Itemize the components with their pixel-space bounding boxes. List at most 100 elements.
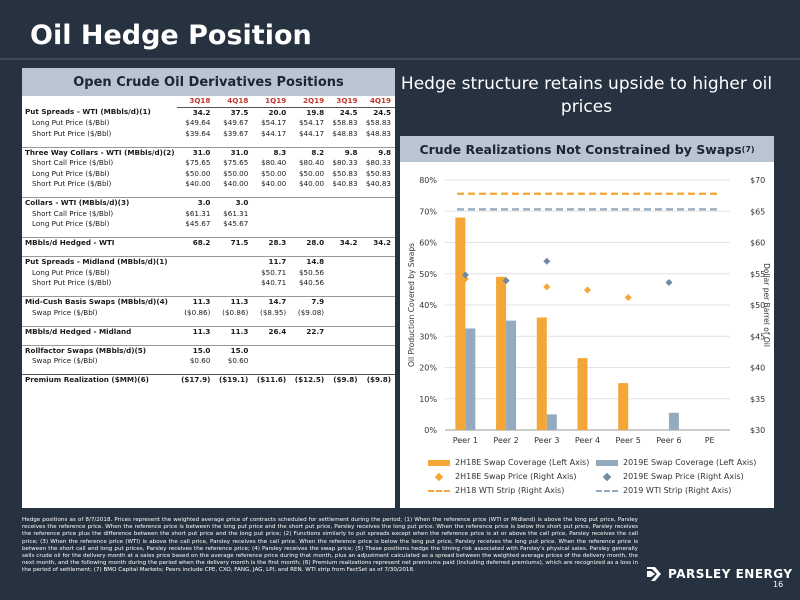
- legend-item: 2H18E Swap Price (Right Axis): [428, 472, 577, 481]
- legend-bar-swatch: [596, 459, 618, 466]
- table-cell: $40.00: [185, 179, 211, 188]
- table-cell: $40.56: [298, 278, 325, 287]
- table-cell: [361, 344, 395, 356]
- table-cell: $0.60: [227, 356, 249, 365]
- table-cell: [177, 278, 215, 289]
- table-corner: [22, 96, 177, 107]
- table-cell: 71.5: [214, 237, 253, 249]
- table-cell: [328, 325, 362, 337]
- table-cell: $80.40: [298, 158, 325, 167]
- table-cell: 11.3: [176, 296, 215, 308]
- y-right-tick-label: $70: [750, 176, 765, 185]
- table-cell: [328, 278, 361, 289]
- table-cell: 11.3: [214, 296, 253, 308]
- table-cell: 14.8: [290, 256, 329, 268]
- table-cell: [214, 256, 253, 268]
- legend-label: 2H18 WTI Strip (Right Axis): [455, 486, 565, 495]
- table-cell: $80.33: [332, 158, 358, 167]
- title-divider: [0, 58, 800, 60]
- table-cell: [176, 256, 215, 268]
- y-tick-label: 0%: [424, 426, 437, 435]
- table-cell: $40.71: [261, 278, 287, 287]
- column-header: 2Q19: [290, 96, 329, 108]
- table-cell: 20.0: [268, 107, 287, 117]
- footnote-text: Hedge positions as of 8/7/2018. Prices r…: [22, 517, 638, 574]
- spacer-cell: [22, 190, 395, 198]
- row-label: Put Spreads - Midland (MBbls/d)(1): [22, 256, 177, 268]
- table-cell: [328, 197, 362, 209]
- x-tick-label: Peer 3: [534, 436, 559, 445]
- chart-header-text: Crude Realizations Not Constrained by Sw…: [419, 141, 742, 157]
- bar: [536, 317, 547, 430]
- legend-diamond-swatch: [602, 472, 612, 481]
- table-cell: ($0.86): [184, 307, 211, 317]
- table-cell: 3.0: [214, 197, 253, 209]
- legend-label: 2019E Swap Price (Right Axis): [623, 472, 744, 481]
- table-cell: [362, 308, 395, 319]
- y-tick-label: 10%: [419, 395, 437, 404]
- bar: [455, 217, 466, 430]
- table-cell: $58.83: [365, 118, 391, 127]
- table-cell: ($12.5): [290, 374, 329, 386]
- table-cell: 34.2: [361, 237, 395, 249]
- table-cell: 34.2: [328, 237, 362, 249]
- table-spacer-row: [22, 230, 395, 238]
- table-cell: $50.71: [261, 267, 287, 277]
- table-cell: [362, 356, 395, 367]
- table-cell: ($17.9): [176, 374, 215, 386]
- row-label: Long Put Price ($/Bbl): [32, 267, 110, 277]
- y-right-axis-title: Dollar per Barrel of Oil: [762, 263, 771, 347]
- table-cell: $0.60: [189, 356, 211, 365]
- table-cell: 15.0: [176, 344, 215, 356]
- table-row: Long Put Price ($/Bbl) $45.67 $45.67: [22, 219, 395, 230]
- table-cell: $48.83: [365, 128, 391, 138]
- logo-text: PARSLEY ENERGY: [668, 567, 793, 581]
- table-cell: $49.64: [185, 118, 211, 127]
- table-cell: $44.17: [298, 128, 325, 138]
- price-marker: [624, 294, 632, 301]
- row-label: Rollfactor Swaps (MBbls/d)(5): [22, 344, 177, 356]
- table-cell: $40.83: [332, 179, 358, 188]
- row-label: Short Put Price ($/Bbl): [32, 278, 112, 287]
- table-row: Mid-Cush Basis Swaps (MBbls/d)(4) 11.3 11.…: [22, 296, 395, 308]
- table-spacer-row: [22, 337, 395, 345]
- table-spacer-row: [22, 249, 395, 257]
- row-label: Swap Price ($/Bbl): [32, 356, 98, 365]
- legend-bar-swatch: [428, 459, 450, 466]
- table-cell: 31.0: [176, 146, 215, 158]
- table-spacer-row: [22, 190, 395, 198]
- swap-coverage-chart: 0% 10% 20% 30% 40% 50% 60% 70% 80% $30 $35 $40 $45 $5…: [407, 176, 771, 445]
- table-cell: $39.67: [223, 128, 249, 138]
- table-cell: 28.3: [252, 237, 291, 249]
- row-label: Swap Price ($/Bbl): [32, 307, 98, 317]
- table-cell: 22.7: [290, 325, 329, 337]
- legend-dash-swatch: [596, 489, 618, 492]
- table-cell: $50.83: [365, 168, 391, 178]
- bar: [618, 383, 629, 430]
- table-row: Short Put Price ($/Bbl) $39.64 $39.67 $44.1…: [22, 129, 395, 140]
- table-row: Short Call Price ($/Bbl) $75.65 $75.65 $80.…: [22, 158, 395, 169]
- table-cell: [328, 296, 362, 308]
- bar: [546, 414, 557, 430]
- y-right-tick-label: $35: [750, 395, 765, 404]
- table-cell: [328, 344, 362, 356]
- y-right-tick-label: $40: [750, 364, 765, 373]
- table-cell: $75.65: [223, 158, 249, 167]
- table-cell: [290, 197, 329, 209]
- legend-item: 2019 WTI Strip (Right Axis): [596, 486, 731, 495]
- table-cell: 8.2: [290, 146, 329, 158]
- table-cell: $54.17: [298, 118, 325, 127]
- table-row: Long Put Price ($/Bbl) $50.71 $50.56: [22, 268, 395, 279]
- table-header-row: 3Q18 4Q18 1Q19 2Q19 3Q19 4Q19: [22, 96, 395, 108]
- row-label: Three Way Collars - WTI (MBbls/d)(2): [22, 146, 177, 158]
- legend-label: 2019 WTI Strip (Right Axis): [623, 486, 732, 495]
- table-cell: [361, 256, 395, 268]
- price-marker: [584, 286, 591, 294]
- column-header: 4Q19: [361, 96, 395, 108]
- legend-label: 2H18E Swap Price (Right Axis): [455, 472, 577, 481]
- bar: [577, 358, 588, 430]
- table-cell: 9.8: [361, 146, 395, 158]
- table-row: Swap Price ($/Bbl) ($0.86) ($0.86) ($8.95) (…: [22, 308, 395, 319]
- table-cell: 8.3: [252, 146, 291, 158]
- table-cell: $40.00: [298, 179, 325, 188]
